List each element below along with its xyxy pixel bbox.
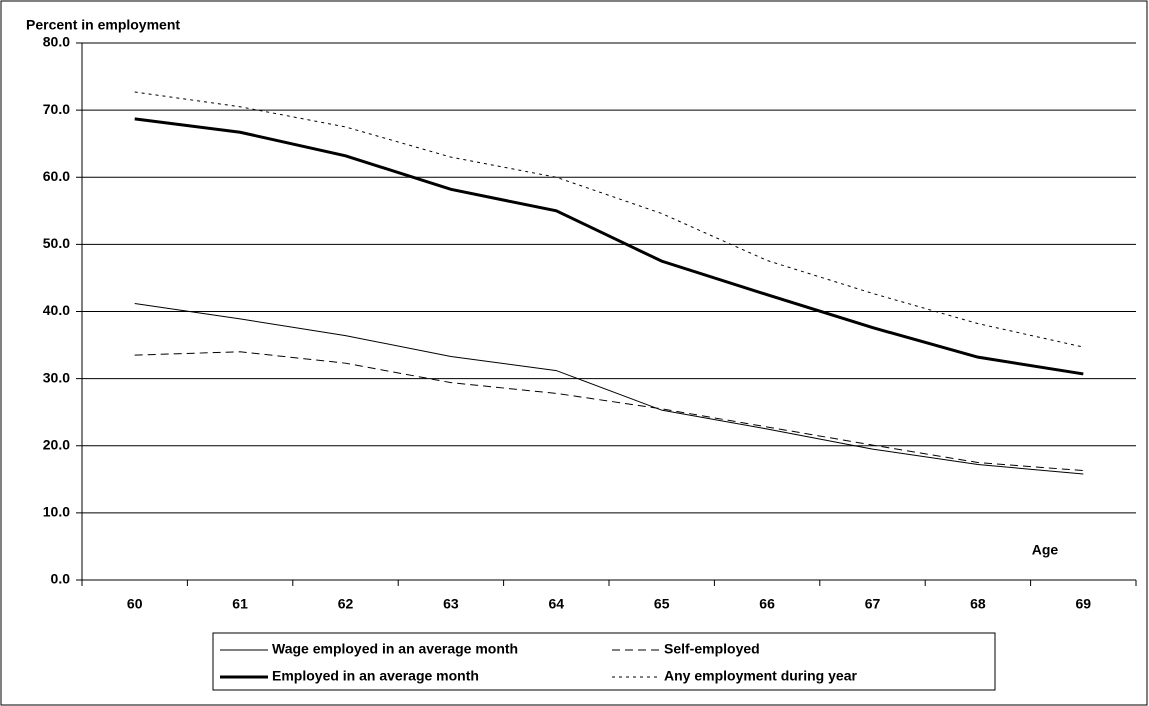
- series-line: [134, 117, 1084, 376]
- y-tick-label: 50.0: [43, 235, 70, 251]
- series-line: [134, 302, 1084, 475]
- y-axis-label: Percent in employment: [26, 17, 180, 33]
- x-tick-label: 64: [549, 596, 565, 612]
- annotation: Age: [1032, 542, 1059, 558]
- legend-box: [212, 632, 996, 691]
- legend-label: Wage employed in an average month: [272, 641, 518, 657]
- y-tick-label: 70.0: [43, 101, 70, 117]
- y-tick-label: 30.0: [43, 369, 70, 385]
- x-tick-label: 69: [1076, 596, 1092, 612]
- legend-label: Self-employed: [664, 641, 760, 657]
- y-tick-label: 0.0: [51, 571, 71, 587]
- x-tick-label: 61: [232, 596, 248, 612]
- series-line: [134, 351, 1084, 472]
- y-tick-label: 40.0: [43, 302, 70, 318]
- legend-label: Any employment during year: [664, 668, 857, 684]
- x-tick-label: 62: [338, 596, 354, 612]
- x-tick-label: 63: [443, 596, 459, 612]
- x-tick-label: 66: [759, 596, 775, 612]
- x-tick-label: 60: [127, 596, 143, 612]
- y-tick-label: 10.0: [43, 504, 70, 520]
- y-tick-label: 80.0: [43, 34, 70, 50]
- x-tick-label: 65: [654, 596, 670, 612]
- series-line: [134, 91, 1084, 348]
- x-tick-label: 67: [865, 596, 881, 612]
- y-tick-label: 60.0: [43, 168, 70, 184]
- legend-label: Employed in an average month: [272, 668, 479, 684]
- x-tick-label: 68: [970, 596, 986, 612]
- y-tick-label: 20.0: [43, 436, 70, 452]
